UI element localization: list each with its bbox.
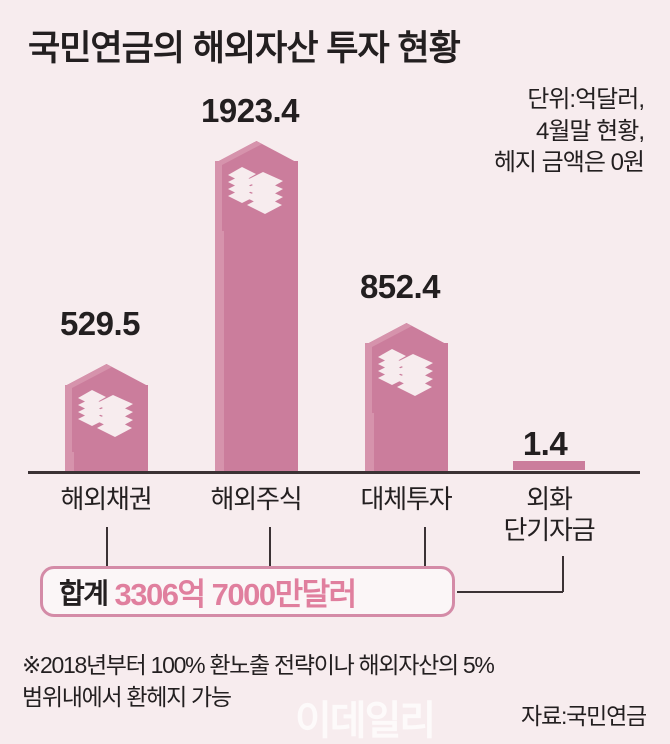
category-label-0-line-1: 해외채권 (60, 484, 153, 514)
bar-해외주식[interactable] (215, 141, 298, 471)
bar-value-label-3: 1.4 (522, 425, 568, 462)
bar-left-face (215, 161, 224, 471)
category-label-3: 외화 단기자금 (489, 484, 609, 545)
connector-line-2 (424, 527, 426, 567)
category-label-0: 해외채권 (46, 484, 166, 515)
category-label-1-line-1: 해외주식 (210, 484, 303, 514)
unit-note-line-3: 헤지 금액은 0원 (493, 149, 645, 177)
category-label-3-line-1: 외화 (526, 484, 573, 514)
category-label-2: 대체투자 (346, 484, 466, 515)
unit-note-line-1: 단위:억달러, (527, 86, 645, 113)
bar-외화단기자금[interactable] (513, 461, 585, 470)
axis-baseline (28, 471, 640, 474)
unit-note-line-2: 4월말 현황, (535, 117, 645, 145)
total-value: 3306억 7000만달러 (114, 577, 358, 612)
bar-value-label-2: 852.4 (359, 268, 441, 305)
connector-line-0 (106, 527, 108, 567)
bar-해외채권[interactable] (65, 364, 148, 471)
source-label: 자료:국민연금 (521, 703, 647, 729)
bar-value-label-1: 1923.4 (201, 92, 299, 129)
footnote-line-2: 범위내에서 환헤지 가능 (22, 683, 232, 710)
footnote-line-1: ※2018년부터 100% 환노출 전략이나 해외자산의 5% (22, 652, 495, 678)
connector-line-1 (269, 527, 271, 567)
bar-cap-with-money-icon (65, 364, 148, 452)
bar-대체투자[interactable] (365, 323, 448, 471)
page-title: 국민연금의 해외자산 투자 현황 (28, 29, 461, 68)
bar-cap-with-money-icon (365, 323, 448, 413)
unit-note: 단위:억달러, 4월말 현황, 헤지 금액은 0원 (493, 84, 645, 179)
bar-value-label-0: 529.5 (59, 305, 141, 342)
category-label-2-line-1: 대체투자 (360, 484, 453, 514)
category-label-3-line-2: 단기자금 (503, 514, 596, 545)
connector-line-3-horizontal (457, 591, 563, 593)
connector-line-3-vertical (562, 556, 564, 592)
total-summary-box: 합계 3306억 7000만달러 (40, 566, 455, 617)
footnote: ※2018년부터 100% 환노출 전략이나 해외자산의 5% 범위내에서 환헤… (22, 650, 495, 713)
category-label-1: 해외주식 (196, 484, 316, 515)
bar-cap-with-money-icon (215, 141, 298, 231)
total-label: 합계 (59, 577, 109, 609)
